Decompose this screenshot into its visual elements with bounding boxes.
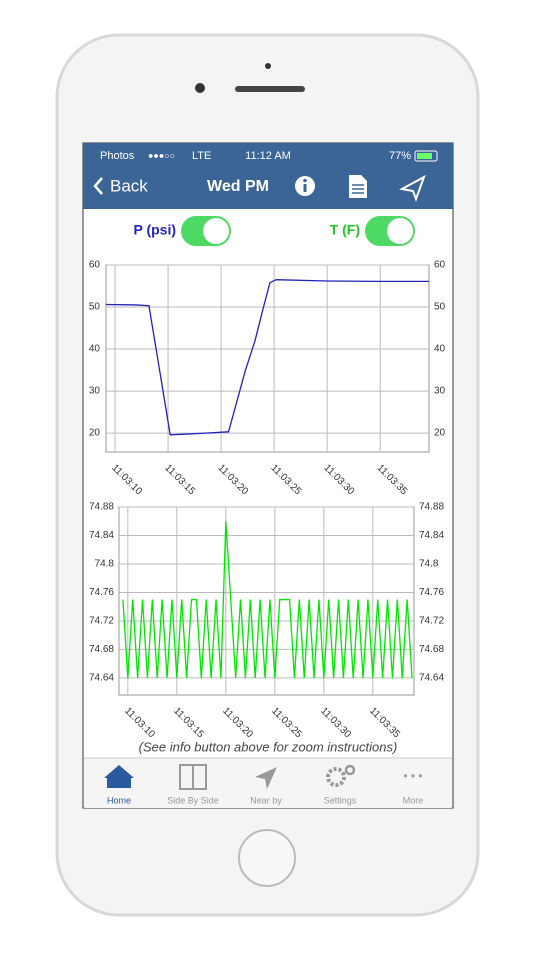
nav-title: Wed PM [207,178,269,195]
y2-tick-label: 74.76 [419,587,444,598]
settings-icon [326,767,346,787]
y-tick-label: 50 [89,302,101,313]
y-tick-label: 30 [89,386,101,397]
toggle-label: P (psi) [133,222,176,238]
y2-tick-label: 74.84 [419,530,444,541]
data-line [122,521,413,678]
tab-label[interactable]: Settings [324,795,357,805]
y-tick-label: 74.68 [89,644,114,655]
home-button[interactable] [238,829,296,887]
y-tick-label: 20 [89,428,101,439]
y-tick-label: 60 [89,260,101,271]
tab-label[interactable]: Side By Side [167,795,219,805]
status-network: LTE [192,150,211,162]
y-tick-label: 74.88 [89,502,114,513]
info-glyph [303,184,307,192]
screen [82,142,454,809]
y2-tick-label: 40 [434,344,446,355]
doc-button[interactable] [349,175,367,198]
doc-lines [352,184,364,194]
y-tick-label: 74.72 [89,616,114,627]
data-line [105,279,429,436]
status-app[interactable]: Photos [100,150,135,162]
y-tick-label: 74.84 [89,530,114,541]
home-icon [104,765,134,788]
y2-tick-label: 74.8 [419,559,439,570]
y2-tick-label: 30 [434,386,446,397]
back-button[interactable]: Back [110,176,148,195]
battery-level [417,153,432,159]
y-tick-label: 40 [89,344,101,355]
y2-tick-label: 20 [434,428,446,439]
plot-area [105,264,430,453]
toggle-label: T (F) [330,222,360,238]
y-tick-label: 74.64 [89,673,114,684]
tab-label[interactable]: More [403,795,424,805]
zoom-note: (See info button above for zoom instruct… [139,739,398,754]
y2-tick-label: 60 [434,260,446,271]
speaker [235,86,305,92]
nearby-icon [255,767,277,789]
status-time: 11:12 AM [245,150,291,162]
back-chevron[interactable] [93,177,103,195]
status-signal: ●●●○○ [148,150,175,160]
y-tick-label: 74.76 [89,587,114,598]
info-dot [303,178,307,183]
tab-label[interactable]: Near by [250,795,282,805]
y2-tick-label: 50 [434,302,446,313]
y-tick-label: 74.8 [95,559,115,570]
tab-label[interactable]: Home [107,795,131,805]
more-icon: • • • [403,769,422,783]
toggle-knob [387,218,413,244]
y2-tick-label: 74.68 [419,644,444,655]
y2-tick-label: 74.64 [419,673,444,684]
battery-icon [414,150,438,162]
y2-tick-label: 74.72 [419,616,444,627]
sensor [265,63,271,69]
status-battery: 77% [389,150,411,162]
y2-tick-label: 74.88 [419,502,444,513]
toggle-knob [203,218,229,244]
nav-bar [83,143,453,209]
camera [195,83,205,93]
share-button[interactable] [399,174,426,202]
settings-icon [344,764,356,776]
